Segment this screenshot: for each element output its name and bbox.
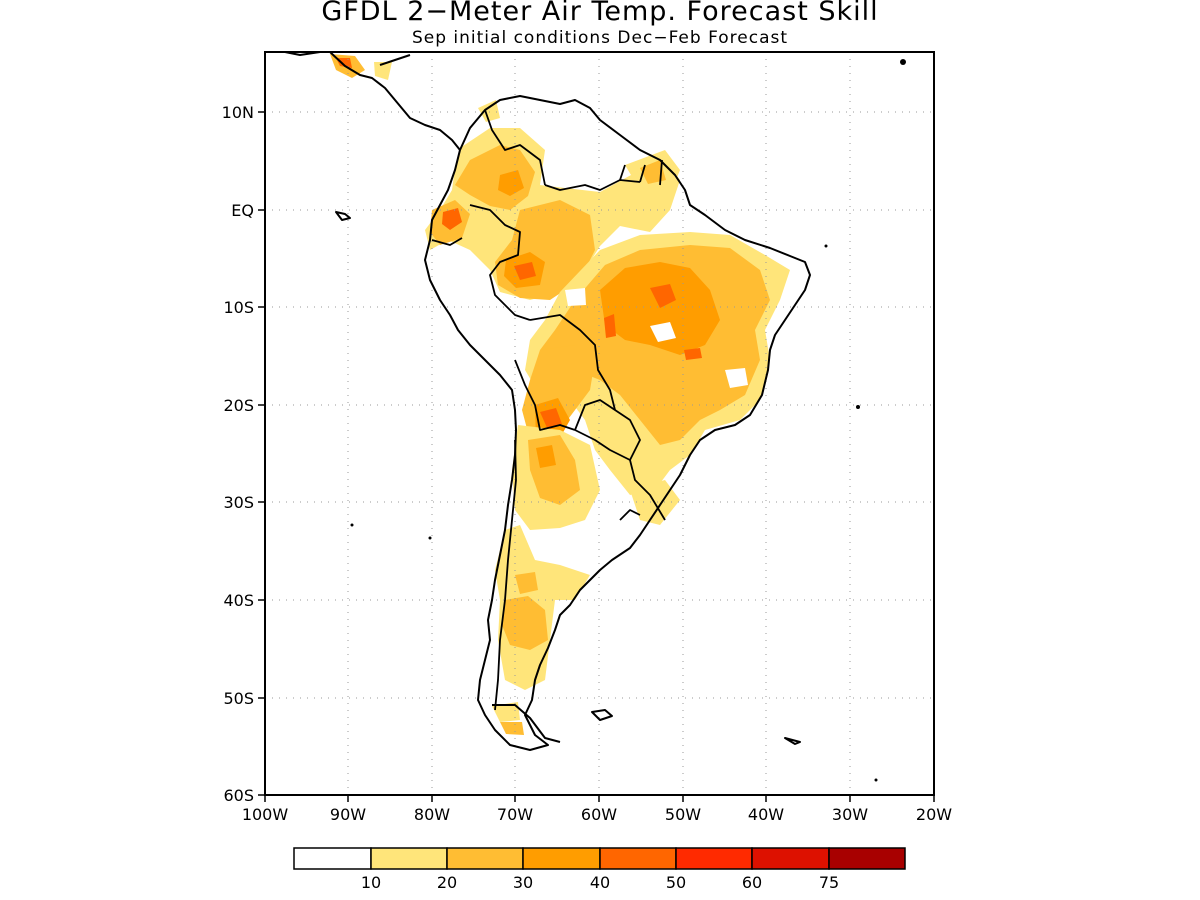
border-chile-argentina <box>494 439 517 711</box>
borders <box>431 109 666 711</box>
border-brazil-bolivia <box>529 314 616 411</box>
colorbar-swatch <box>370 847 448 870</box>
border-amazon-north <box>544 179 641 191</box>
border-colombia-peru <box>469 204 531 321</box>
colorbar-label: 60 <box>742 873 762 892</box>
island <box>428 536 432 540</box>
island <box>350 523 354 527</box>
colorbar-swatch <box>828 847 906 870</box>
y-tick-label: 30S <box>223 493 254 512</box>
skill-region-western-amazon-peak <box>514 262 536 280</box>
colorbar-label: 75 <box>819 873 839 892</box>
skill-shading <box>330 54 790 735</box>
border-bolivia-south <box>514 359 576 431</box>
colorbar-label: 50 <box>666 873 686 892</box>
colorbar-label: 20 <box>437 873 457 892</box>
skill-region-patagonia-core <box>502 596 548 650</box>
skill-region-ecuador-core <box>442 208 462 230</box>
colorbar-swatch <box>599 847 677 870</box>
y-tick-label: 50S <box>223 689 254 708</box>
skill-region-guianas-core <box>640 160 666 184</box>
y-tick-label: 40S <box>223 591 254 610</box>
y-tick-label: 20S <box>223 396 254 415</box>
border-paraguay <box>574 399 641 461</box>
skill-region-honduras <box>374 62 392 80</box>
coastline-tierra-del-fuego <box>492 704 561 743</box>
x-tick-label: 70W <box>497 805 533 824</box>
border-colombia-venezuela <box>484 109 546 186</box>
skill-region-central-argentina <box>495 525 590 690</box>
skill-region-central-brazil-peak-1 <box>650 284 676 308</box>
island <box>824 244 828 248</box>
island <box>874 778 878 782</box>
y-tick-label: 60S <box>223 786 254 805</box>
coastline-south-america <box>424 95 811 751</box>
y-axis-labels: 10N EQ 10S 20S 30S 40S 50S 60S <box>222 103 254 805</box>
colorbar-swatch <box>293 847 372 870</box>
colorbar-swatch <box>675 847 753 870</box>
islands <box>350 59 906 782</box>
skill-region-tierra-del-fuego-core <box>500 722 524 735</box>
border-brazil-argentina <box>629 459 666 521</box>
y-tick-label: EQ <box>231 201 254 220</box>
colorbar-swatch <box>522 847 601 870</box>
colorbar-label: 10 <box>361 873 381 892</box>
skill-region-north-argentina-peak <box>536 445 556 468</box>
skill-region-tierra-del-fuego <box>492 702 520 722</box>
coastline-falklands <box>591 709 613 721</box>
x-tick-label: 90W <box>330 805 366 824</box>
colorbar: 10 20 30 40 50 60 75 <box>293 847 906 892</box>
x-tick-label: 50W <box>665 805 701 824</box>
x-tick-label: 20W <box>916 805 952 824</box>
island <box>856 405 860 409</box>
skill-region-central-argentina-core <box>515 572 538 594</box>
coastline-south-georgia <box>784 737 801 745</box>
skill-region-central-brazil-hole-3 <box>565 288 586 306</box>
x-tick-label: 40W <box>748 805 784 824</box>
map-panel <box>265 52 934 795</box>
skill-region-central-brazil-peak-2 <box>604 314 616 338</box>
skill-region-central-brazil-hole-2 <box>725 368 748 388</box>
x-tick-label: 30W <box>832 805 868 824</box>
border-guianas <box>619 159 663 186</box>
map-title: GFDL 2−Meter Air Temp. Forecast Skill <box>321 0 879 27</box>
skill-region-central-brazil-hole-1 <box>650 322 676 342</box>
skill-region-central-brazil-peak-3 <box>684 348 702 360</box>
y-tick-label: 10N <box>222 103 254 122</box>
coastline-galapagos <box>335 211 351 221</box>
x-tick-label: 60W <box>581 805 617 824</box>
island <box>900 59 906 65</box>
skill-region-bolivia-peak <box>540 408 562 430</box>
border-ecuador-peru <box>431 237 463 246</box>
colorbar-label: 40 <box>590 873 610 892</box>
skill-region-venezuela-north <box>478 100 500 122</box>
skill-region-colombia-peak <box>498 170 524 196</box>
border-uruguay <box>619 509 641 521</box>
map-subtitle: Sep initial conditions Dec−Feb Forecast <box>411 28 789 48</box>
x-tick-label: 80W <box>414 805 450 824</box>
colorbar-swatch <box>751 847 830 870</box>
colorbar-swatch <box>446 847 524 870</box>
skill-region-colombia-core <box>455 145 535 210</box>
skill-region-central-brazil-core <box>600 262 720 355</box>
x-tick-label: 100W <box>242 805 289 824</box>
x-axis-labels: 100W 90W 80W 70W 60W 50W 40W 30W 20W <box>242 805 952 824</box>
y-tick-label: 10S <box>223 298 254 317</box>
colorbar-label: 30 <box>513 873 533 892</box>
tick-marks <box>258 111 935 802</box>
